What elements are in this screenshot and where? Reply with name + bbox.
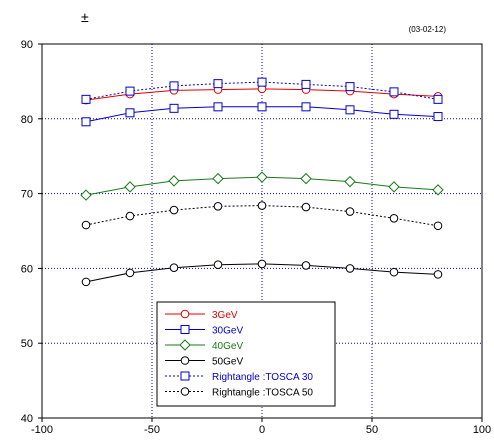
data-point: [345, 207, 355, 216]
data-point: [301, 202, 311, 212]
legend-label: Rightangle :TOSCA 30: [212, 372, 313, 383]
data-point: [388, 181, 400, 193]
y-tick-label: 40: [21, 413, 33, 425]
data-point: [389, 213, 399, 223]
data-point: [169, 263, 179, 272]
data-point: [257, 259, 267, 269]
legend-marker: [180, 356, 190, 365]
y-tick-label: 60: [21, 263, 33, 275]
data-point: [169, 205, 179, 215]
data-point: [433, 112, 443, 122]
data-point: [301, 102, 311, 112]
data-point: [257, 77, 267, 87]
data-point: [345, 264, 355, 273]
legend-label: 50GeV: [212, 357, 243, 368]
data-point: [80, 189, 92, 201]
legend-marker: [180, 387, 190, 396]
y-tick-label: 90: [21, 39, 33, 51]
legend: 3GeV 30GeV 40GeV 50GeV Rightangle :TOSCA 30 R…: [156, 301, 336, 407]
x-tick-label: -50: [144, 424, 160, 436]
data-point: [257, 102, 267, 112]
data-point: [125, 268, 135, 278]
series-layer: [80, 77, 444, 287]
series-40gev: [80, 171, 444, 201]
legend-marker: [180, 371, 190, 381]
data-point: [345, 105, 355, 115]
data-point: [301, 79, 311, 89]
y-tick-label: 80: [21, 114, 33, 126]
data-point: [389, 109, 399, 119]
y-tick-label: 70: [21, 189, 33, 201]
series-50gev: [81, 259, 443, 287]
data-point: [345, 82, 355, 92]
data-point: [169, 103, 179, 113]
series-30gev: [81, 102, 443, 127]
data-point: [213, 79, 223, 89]
x-tick-label: 100: [473, 424, 491, 436]
x-tick-label: 50: [366, 424, 378, 436]
data-point: [257, 201, 267, 210]
y-tick-label: 50: [21, 338, 33, 350]
data-point: [301, 261, 311, 270]
data-point: [213, 102, 223, 112]
data-point: [212, 172, 224, 185]
date-label: (03-02-12): [409, 25, 447, 34]
data-point: [81, 94, 91, 104]
legend-label: 30GeV: [212, 326, 243, 337]
legend-marker: [180, 325, 190, 334]
data-point: [389, 267, 399, 277]
data-point: [433, 221, 443, 231]
data-point: [432, 184, 444, 196]
legend-label: Rightangle :TOSCA 50: [212, 388, 313, 399]
data-point: [213, 202, 223, 211]
data-point: [389, 87, 399, 97]
data-point: [125, 86, 135, 96]
legend-marker: [180, 309, 190, 319]
data-point: [81, 220, 91, 230]
data-point: [213, 260, 223, 269]
x-tick-label: 0: [259, 424, 265, 436]
series-rightangle-tosca-50: [81, 201, 443, 231]
data-point: [168, 175, 180, 187]
data-point: [81, 277, 91, 287]
x-tick-label: -100: [31, 424, 53, 436]
data-point: [344, 175, 356, 188]
series-rightangle-tosca-30: [81, 77, 443, 104]
header-symbol: ±: [81, 9, 89, 25]
axes: -100 -50 0 50 100 40 50 60 70 80 90: [21, 39, 491, 436]
data-point: [169, 81, 179, 91]
data-point: [433, 94, 443, 104]
data-point: [256, 171, 268, 183]
legend-label: 3GeV: [212, 310, 238, 321]
data-point: [433, 270, 443, 279]
data-point: [125, 211, 135, 221]
data-point: [125, 108, 135, 118]
legend-marker: [179, 339, 191, 351]
legend-label: 40GeV: [212, 341, 243, 352]
data-point: [81, 117, 91, 127]
data-point: [124, 181, 136, 193]
data-point: [300, 172, 312, 185]
